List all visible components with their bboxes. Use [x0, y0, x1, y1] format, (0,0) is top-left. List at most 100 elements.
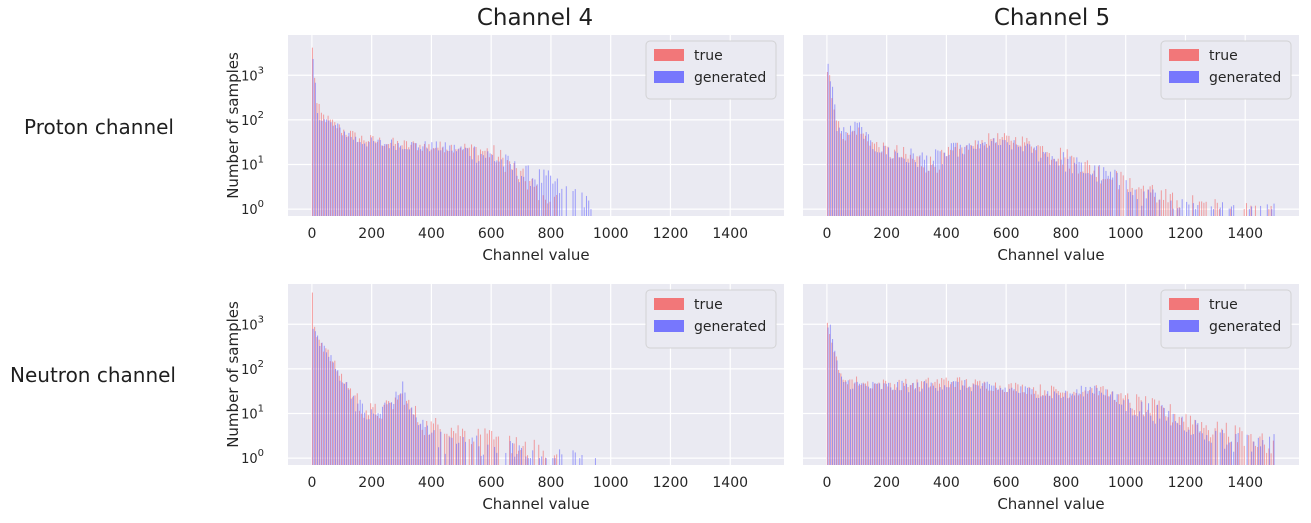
bar-true: [332, 119, 334, 216]
bar-generated: [1233, 205, 1235, 216]
bar-true: [1057, 391, 1059, 465]
bar-true: [1102, 179, 1104, 216]
bar-generated: [1107, 175, 1109, 216]
bar-true: [1239, 427, 1241, 465]
bar-true: [997, 389, 999, 465]
bar-generated: [854, 121, 856, 216]
bar-generated: [406, 149, 408, 216]
bar-generated: [1096, 387, 1098, 465]
bar-true: [1149, 412, 1151, 465]
bar-true: [1080, 394, 1082, 465]
bar-true: [1163, 199, 1165, 216]
bar-true: [1196, 424, 1198, 465]
bar-generated: [1031, 389, 1033, 465]
bar-generated: [388, 148, 390, 216]
bar-generated: [858, 383, 860, 465]
bar-generated: [955, 142, 957, 216]
x-tick-label: 200: [358, 475, 385, 491]
bar-true: [323, 351, 325, 465]
bar-generated: [903, 158, 905, 216]
bar-generated: [966, 387, 968, 465]
bar-true: [343, 129, 345, 216]
bar-true: [903, 146, 905, 216]
bar-generated: [494, 446, 496, 465]
bar-true: [1035, 150, 1037, 216]
bar-true: [1095, 385, 1097, 465]
bar-generated: [1092, 173, 1094, 216]
bar-generated: [977, 385, 979, 465]
bar-true: [341, 373, 343, 465]
bar-true: [1053, 158, 1055, 216]
bar-generated: [836, 360, 838, 465]
bar-true: [912, 383, 914, 465]
bar-generated: [941, 164, 943, 216]
bar-generated: [874, 383, 876, 465]
bar-true: [1252, 441, 1254, 465]
bar-generated: [1058, 395, 1060, 465]
bar-generated: [1015, 144, 1017, 216]
bar-true: [1068, 397, 1070, 465]
bar-true: [988, 390, 990, 465]
bar-true: [965, 379, 967, 465]
bar-true: [524, 181, 526, 216]
bar-true: [437, 424, 439, 465]
bar-generated: [424, 427, 426, 465]
bar-true: [370, 403, 372, 465]
bar-generated: [343, 383, 345, 465]
bar-generated: [914, 162, 916, 216]
bar-true: [511, 453, 513, 465]
bar-true: [1160, 406, 1162, 465]
bar-generated: [1078, 393, 1080, 465]
bar-generated: [552, 458, 554, 465]
bar-true: [432, 148, 434, 216]
bar-true: [916, 379, 918, 465]
bar-generated: [588, 200, 590, 216]
bar-true: [473, 441, 475, 465]
bar-generated: [1192, 203, 1194, 216]
bar-generated: [449, 437, 451, 465]
bar-true: [885, 145, 887, 216]
bar-generated: [1172, 208, 1174, 216]
bar-true: [518, 450, 520, 465]
bar-generated: [1228, 442, 1230, 465]
bar-generated: [431, 142, 433, 216]
bar-true: [462, 428, 464, 465]
bar-true: [856, 376, 858, 465]
bar-generated: [1112, 177, 1114, 216]
bar-true: [914, 159, 916, 216]
bar-true: [497, 156, 499, 216]
bar-generated: [1004, 387, 1006, 465]
bar-generated: [536, 184, 538, 216]
bar-true: [1008, 135, 1010, 216]
bar-generated: [1038, 397, 1040, 465]
bar-true: [947, 380, 949, 465]
bar-generated: [1011, 149, 1013, 216]
bar-generated: [420, 149, 422, 216]
bar-generated: [341, 382, 343, 465]
bar-generated: [332, 125, 334, 216]
bar-true: [1062, 164, 1064, 216]
bar-generated: [319, 120, 321, 216]
bar-true: [1154, 399, 1156, 465]
bar-generated: [1208, 441, 1210, 465]
bar-true: [1131, 408, 1133, 465]
bar-generated: [516, 175, 518, 216]
bar-true: [912, 158, 914, 216]
bar-generated: [518, 445, 520, 465]
bar-true: [851, 131, 853, 216]
bar-true: [826, 322, 828, 465]
bar-generated: [1221, 202, 1223, 216]
bar-generated: [836, 131, 838, 216]
bar-true: [1089, 390, 1091, 465]
bar-generated: [870, 388, 872, 465]
bar-generated: [1049, 395, 1051, 465]
y-axis-label: Number of samples: [224, 52, 242, 199]
col-title-channel-5: Channel 5: [993, 5, 1111, 31]
bar-true: [858, 127, 860, 216]
bar-generated: [585, 195, 587, 216]
bar-generated: [355, 411, 357, 465]
bar-generated: [1085, 387, 1087, 465]
bar-generated: [1020, 146, 1022, 216]
bar-true: [1017, 145, 1019, 216]
bar-true: [520, 449, 522, 465]
